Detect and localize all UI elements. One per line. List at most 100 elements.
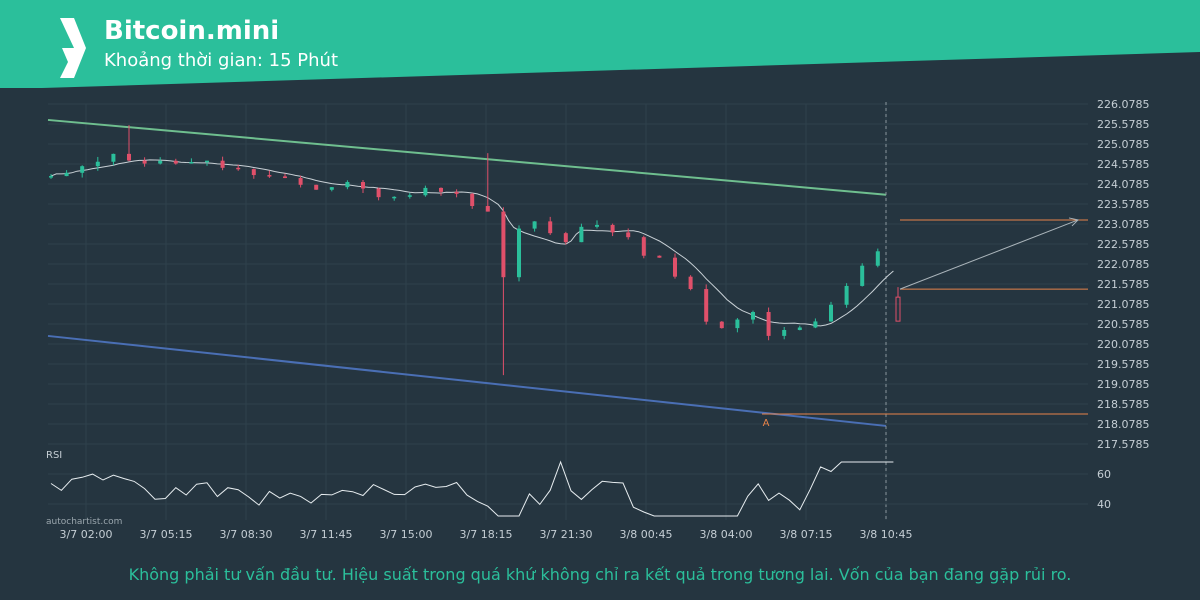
header-band <box>0 0 1200 88</box>
candle-body <box>158 160 163 164</box>
disclaimer-text: Không phải tư vấn đầu tư. Hiệu suất tron… <box>128 565 1072 584</box>
y-tick-label: 219.0785 <box>1097 378 1150 391</box>
candle-body <box>704 289 709 322</box>
candle-body <box>283 176 287 179</box>
x-tick-label: 3/7 18:15 <box>460 528 513 541</box>
candle-body <box>875 251 880 266</box>
y-tick-label: 224.0785 <box>1097 178 1150 191</box>
candle-body <box>49 176 53 178</box>
candle-body <box>127 153 131 161</box>
y-tick-label: 221.0785 <box>1097 298 1150 311</box>
y-axis: 226.0785 225.5785 225.0785 224.5785 224.0785… <box>1097 98 1150 451</box>
candle-body <box>844 285 849 305</box>
candle-body <box>688 276 693 290</box>
projection-arrow <box>899 219 1079 290</box>
x-tick-label: 3/7 15:00 <box>380 528 433 541</box>
x-tick-label: 3/7 11:45 <box>300 528 353 541</box>
candle-body <box>517 228 521 278</box>
x-tick-label: 3/8 04:00 <box>700 528 753 541</box>
candle-body <box>439 187 443 192</box>
autochartist-logo-icon <box>60 18 86 78</box>
y-tick-label: 224.5785 <box>1097 158 1150 171</box>
x-tick-label: 3/7 02:00 <box>60 528 113 541</box>
y-tick-label: 225.0785 <box>1097 138 1150 151</box>
chart-interval: Khoảng thời gian: 15 Phút <box>104 50 339 71</box>
candle-body <box>173 160 178 164</box>
projection-arrowhead <box>1068 217 1079 227</box>
rsi-tick-label: 60 <box>1097 468 1111 481</box>
candle-body <box>345 182 350 188</box>
candle-body <box>485 206 490 212</box>
candle-body <box>392 196 397 199</box>
watermark-text: autochartist.com <box>46 517 122 527</box>
x-axis: 3/7 02:00 3/7 05:15 3/7 08:30 3/7 11:45 3/7 … <box>60 528 913 541</box>
candle-body <box>142 160 147 164</box>
x-tick-label: 3/8 07:15 <box>780 528 833 541</box>
candle-body <box>719 321 724 329</box>
candle-body <box>595 224 599 227</box>
candle-body <box>205 160 209 163</box>
candle-body <box>563 233 568 243</box>
candle-body <box>111 153 116 162</box>
price-levels: A <box>762 217 1088 429</box>
x-tick-label: 3/8 10:45 <box>860 528 913 541</box>
lower-channel-line <box>47 334 887 427</box>
y-tick-label: 222.5785 <box>1097 238 1150 251</box>
upper-channel-line <box>47 118 887 196</box>
candle-body <box>813 321 818 328</box>
candle-body <box>782 329 787 336</box>
rsi-line <box>50 460 894 517</box>
y-tick-label: 226.0785 <box>1097 98 1150 111</box>
candlesticks <box>49 125 901 376</box>
candle-body <box>236 167 241 170</box>
rsi-tick-label: 40 <box>1097 498 1111 511</box>
candle-body <box>376 188 381 198</box>
y-tick-label: 218.0785 <box>1097 418 1150 431</box>
candle-body <box>579 226 584 243</box>
candle-body <box>829 304 833 322</box>
x-tick-label: 3/7 08:30 <box>220 528 273 541</box>
candle-body <box>735 319 740 329</box>
candle-body <box>766 312 771 336</box>
candle-body <box>860 265 865 286</box>
price-chart: A 226.0785 225.5785 225.0785 224.5785 224.07… <box>46 98 1150 541</box>
y-tick-label: 225.5785 <box>1097 118 1150 131</box>
candle-body <box>470 193 475 207</box>
y-tick-label: 223.5785 <box>1097 198 1150 211</box>
last-candle <box>895 296 901 322</box>
y-tick-label: 221.5785 <box>1097 278 1150 291</box>
y-tick-label: 219.5785 <box>1097 358 1150 371</box>
y-tick-label: 217.5785 <box>1097 438 1150 451</box>
candle-body <box>657 255 662 258</box>
candle-body <box>220 160 225 168</box>
candle-body <box>251 169 256 176</box>
chart-title: Bitcoin.mini <box>104 16 280 46</box>
chart-grid <box>48 103 1088 520</box>
y-tick-label: 223.0785 <box>1097 218 1150 231</box>
candle-body <box>673 257 677 277</box>
y-tick-label: 222.0785 <box>1097 258 1150 271</box>
candle-body <box>423 187 428 196</box>
candle-body <box>80 166 85 173</box>
candle-body <box>314 184 319 190</box>
candle-body <box>797 327 802 330</box>
y-tick-label: 220.0785 <box>1097 338 1150 351</box>
candle-body <box>751 312 755 320</box>
candle-body <box>64 172 69 177</box>
candle-body <box>361 182 365 189</box>
candle-body <box>641 237 646 256</box>
candle-body <box>454 191 459 194</box>
rsi-panel: 60 40 <box>48 460 1111 517</box>
candle-body <box>329 187 334 190</box>
x-tick-label: 3/7 21:30 <box>540 528 593 541</box>
candle-body <box>548 221 553 234</box>
candle-body <box>189 162 194 164</box>
x-tick-label: 3/8 00:45 <box>620 528 673 541</box>
y-tick-label: 218.5785 <box>1097 398 1150 411</box>
candle-body <box>298 178 303 185</box>
candle-body <box>610 224 615 233</box>
trend-channel <box>47 102 887 520</box>
candle-body <box>267 175 272 177</box>
candle-body <box>95 161 100 167</box>
candle-body <box>626 232 631 238</box>
